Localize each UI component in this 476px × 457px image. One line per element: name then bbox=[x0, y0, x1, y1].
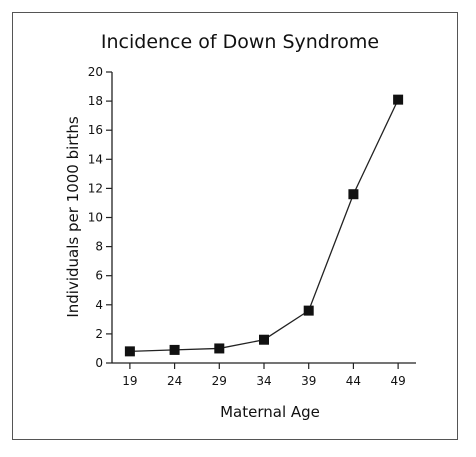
y-tick-label: 8 bbox=[95, 240, 103, 254]
y-tick-label: 20 bbox=[88, 65, 103, 79]
x-tick-label: 44 bbox=[346, 374, 361, 388]
x-tick-label: 34 bbox=[256, 374, 271, 388]
x-tick-label: 19 bbox=[122, 374, 137, 388]
data-point bbox=[303, 305, 314, 316]
y-tick-label: 14 bbox=[88, 152, 103, 166]
series-line bbox=[129, 99, 399, 353]
y-tick-label: 10 bbox=[88, 211, 103, 225]
y-tick-label: 4 bbox=[95, 298, 103, 312]
data-point bbox=[169, 344, 180, 355]
y-tick-label: 2 bbox=[95, 327, 103, 341]
data-point bbox=[348, 189, 359, 200]
data-point bbox=[259, 334, 269, 345]
y-tick-label: 18 bbox=[88, 94, 103, 108]
chart-title: Incidence of Down Syndrome bbox=[101, 31, 379, 53]
y-tick-label: 6 bbox=[95, 269, 103, 283]
data-point bbox=[214, 343, 225, 354]
x-tick-label: 24 bbox=[167, 374, 182, 388]
data-point bbox=[393, 94, 404, 105]
x-tick-label: 49 bbox=[390, 374, 405, 388]
x-axis-label: Maternal Age bbox=[220, 403, 320, 421]
y-tick-label: 16 bbox=[88, 123, 103, 137]
y-tick-label: 12 bbox=[88, 181, 103, 195]
x-tick-label: 29 bbox=[212, 374, 227, 388]
y-axis-label: Individuals per 1000 births bbox=[64, 116, 82, 318]
chart-frame bbox=[12, 12, 458, 440]
y-tick-label: 0 bbox=[95, 356, 103, 370]
x-tick-label: 39 bbox=[301, 374, 316, 388]
plot-area bbox=[124, 94, 404, 357]
data-point bbox=[124, 346, 135, 357]
